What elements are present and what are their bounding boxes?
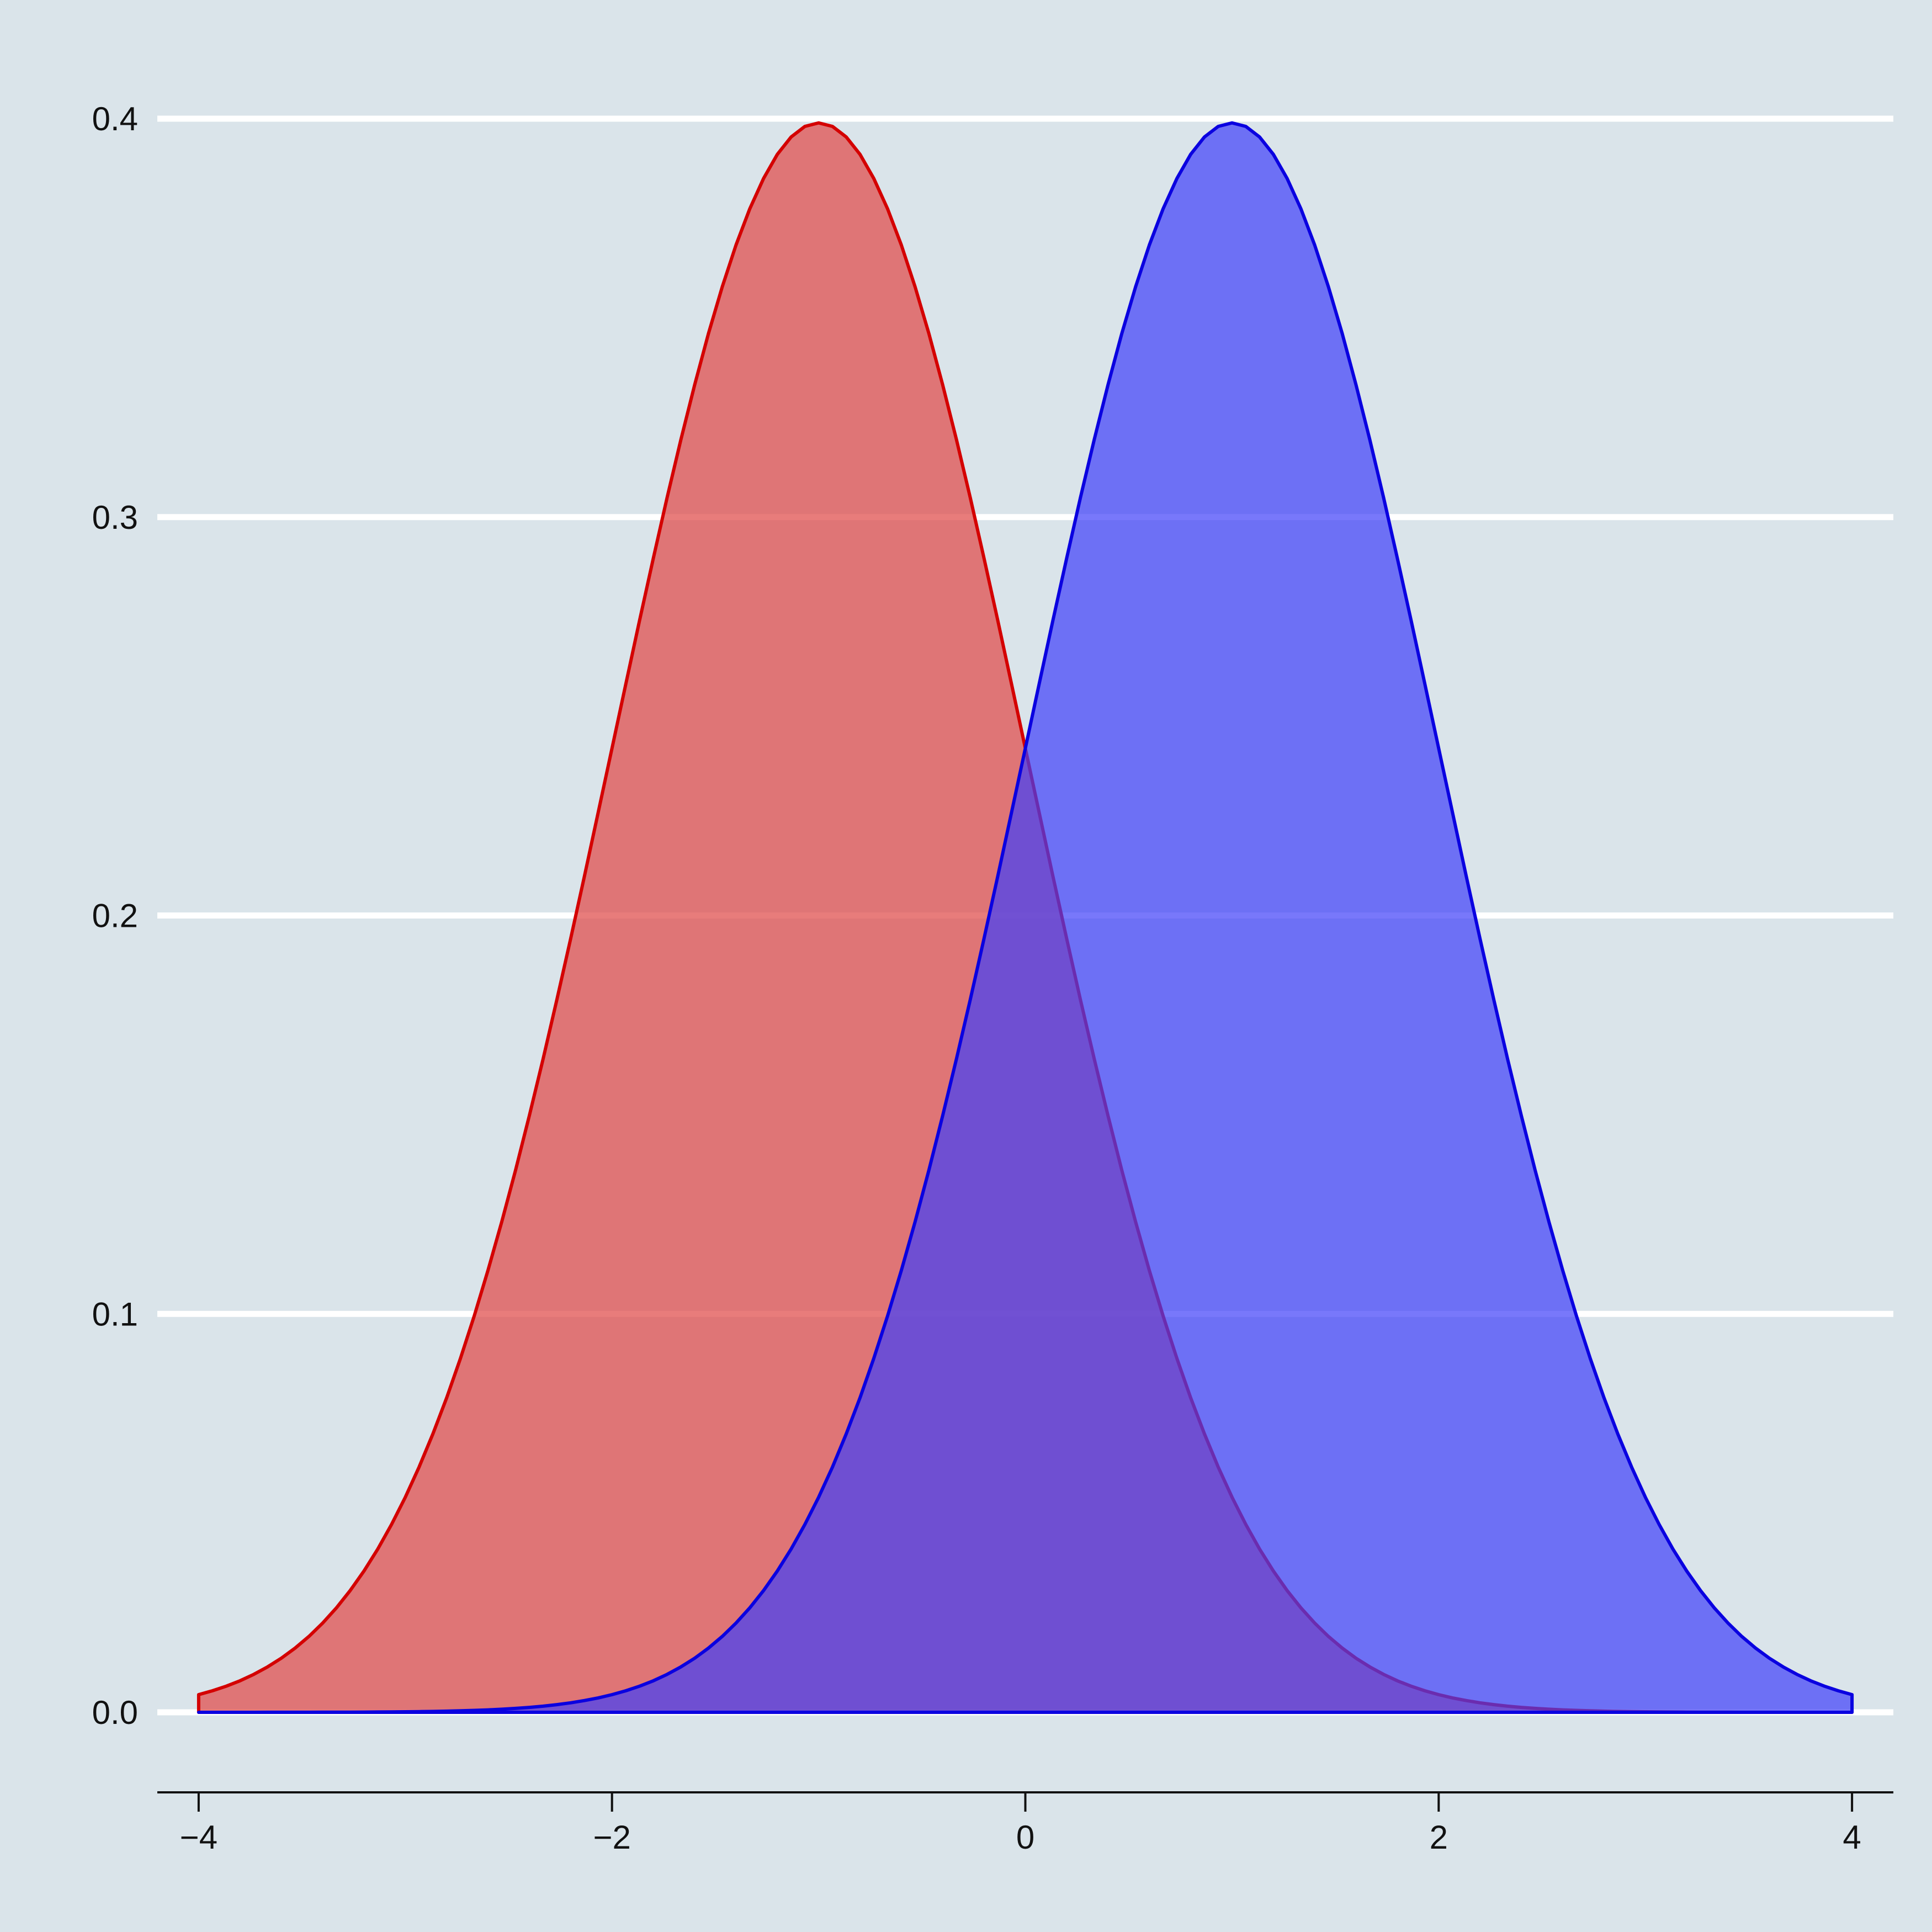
x-tick-label: 0	[1016, 1819, 1034, 1856]
y-tick-label: 0.4	[92, 100, 138, 137]
x-tick-label: 4	[1843, 1819, 1861, 1856]
x-tick-label: −4	[180, 1819, 217, 1856]
x-tick-label: 2	[1430, 1819, 1448, 1856]
x-tick-label: −2	[593, 1819, 630, 1856]
density-area-series-2	[197, 121, 1854, 1714]
y-tick-label: 0.3	[92, 499, 138, 536]
y-tick-labels: 0.0 0.1 0.2 0.3 0.4	[92, 100, 138, 1731]
y-tick-label: 0.2	[92, 898, 138, 935]
density-areas	[197, 121, 1854, 1714]
y-tick-label: 0.0	[92, 1694, 138, 1731]
x-axis: −4 −2 0 2 4	[157, 1791, 1893, 1856]
y-tick-label: 0.1	[92, 1296, 138, 1333]
